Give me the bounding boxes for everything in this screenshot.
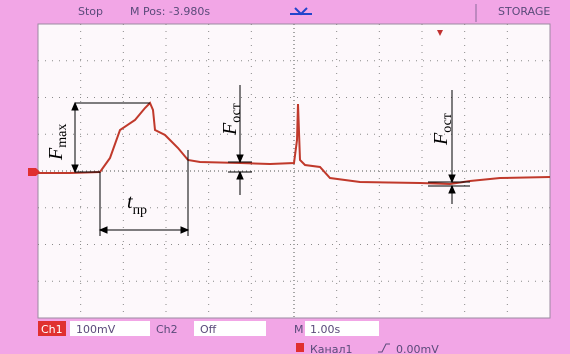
mode: STORAGE [498, 5, 550, 18]
subscript: ост [440, 113, 455, 133]
ch2-state: Off [200, 323, 217, 336]
trigger-source: Канал1 [310, 343, 353, 354]
subscript: пр [133, 203, 148, 218]
trigger-source-icon [296, 343, 304, 352]
status: Stop [78, 5, 103, 18]
ch2-label: Ch2 [156, 323, 178, 336]
ch1-label: Ch1 [41, 323, 63, 336]
subscript: ост [229, 103, 244, 123]
subscript: max [55, 124, 70, 148]
oscilloscope-screen: Stop M Pos: -3.980s STORAGE Fmax tпр Fос… [0, 0, 570, 354]
trigger-level: 0.00mV [396, 343, 439, 354]
symbol: F [219, 122, 241, 136]
symbol: F [430, 132, 452, 146]
time-label: M [294, 323, 304, 336]
symbol: F [45, 147, 67, 161]
position: M Pos: -3.980s [130, 5, 210, 18]
ch1-scale: 100mV [76, 323, 116, 336]
time-scale: 1.00s [310, 323, 340, 336]
